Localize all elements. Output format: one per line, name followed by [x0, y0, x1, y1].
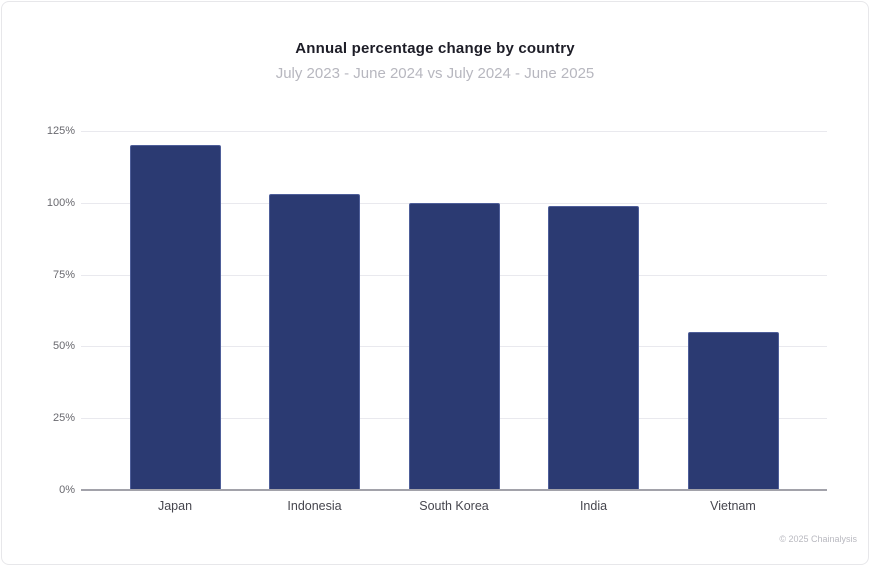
x-label-japan: Japan [157, 499, 193, 513]
y-tick-label-125: 125% [46, 125, 75, 137]
y-tick-label-75: 75% [52, 268, 75, 281]
x-axis: Japan Indonesia South Korea India Vietnam [81, 499, 827, 514]
y-tick-label-50: 50% [52, 340, 75, 353]
plot-area [81, 131, 827, 491]
chart-title: Annual percentage change by country [295, 40, 575, 57]
x-label-south-korea: South Korea [419, 499, 489, 513]
bar-japan [129, 145, 221, 490]
bars-row [81, 131, 827, 490]
y-tick-label-25: 25% [52, 412, 75, 425]
y-axis: 0% 25% 50% 75% 100% 125% [15, 125, 75, 496]
bar-indonesia [269, 194, 360, 490]
copyright-label: © 2025 Chainalysis [779, 534, 857, 544]
bar-south-korea [408, 202, 500, 490]
gridline-0 [81, 489, 827, 491]
chart-subtitle: July 2023 - June 2024 vs July 2024 - Jun… [275, 65, 595, 82]
x-label-indonesia: Indonesia [287, 499, 342, 513]
gridline-125 [81, 131, 827, 132]
bar-vietnam [687, 332, 779, 490]
y-tick-label-100: 100% [46, 196, 75, 209]
bar-india [548, 205, 639, 490]
y-tick-label-0: 0% [59, 484, 75, 496]
x-label-vietnam: Vietnam [710, 499, 756, 513]
x-label-india: India [579, 499, 608, 513]
bar-chart: 0% 25% 50% 75% 100% 125% Japan Indonesia South … [47, 125, 827, 513]
